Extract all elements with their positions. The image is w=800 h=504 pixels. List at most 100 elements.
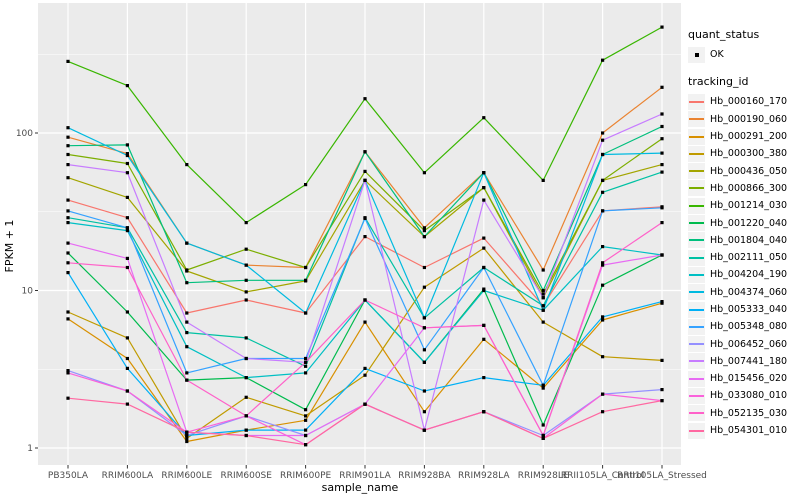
- data-point: [185, 268, 189, 272]
- data-point: [185, 371, 189, 375]
- data-point: [482, 376, 486, 380]
- data-point: [66, 209, 70, 213]
- legend-item-label: Hb_006452_060: [710, 338, 788, 350]
- data-point: [66, 317, 70, 321]
- data-point: [185, 241, 189, 245]
- legend-color-line: [689, 343, 704, 346]
- data-point: [304, 360, 308, 364]
- legend-key-box: [688, 301, 705, 318]
- data-point: [601, 410, 605, 414]
- data-point: [660, 163, 664, 167]
- data-point: [304, 443, 308, 447]
- data-point: [601, 209, 605, 213]
- data-point: [601, 355, 605, 359]
- legend-key-box: [688, 128, 705, 145]
- data-point: [185, 439, 189, 444]
- data-point: [125, 84, 129, 88]
- data-point: [66, 59, 70, 63]
- legend-title-quant-status: quant_status: [688, 28, 760, 41]
- x-tick-label: RRIM600PE: [280, 471, 332, 481]
- data-point: [363, 178, 367, 182]
- data-point: [660, 206, 664, 210]
- legend-title-tracking-id: tracking_id: [688, 75, 749, 89]
- legend-item-label: Hb_001804_040: [710, 234, 788, 246]
- data-point: [601, 283, 605, 287]
- x-axis-title: sample_name: [322, 481, 399, 494]
- data-point: [363, 150, 367, 154]
- x-tick-label: RRII105LA_Control: [561, 471, 644, 481]
- data-point: [541, 288, 545, 293]
- legend-item: Hb_000300_380: [688, 145, 798, 162]
- legend-item-label: Hb_007441_180: [710, 355, 788, 367]
- data-point: [541, 436, 545, 440]
- data-point: [304, 371, 308, 375]
- legend-key-box: [688, 163, 705, 180]
- legend-color-line: [689, 394, 704, 397]
- legend-item-label: Hb_005348_080: [710, 321, 788, 333]
- legend-item-label: Hb_015456_020: [710, 373, 788, 385]
- legend-color-line: [689, 273, 704, 276]
- data-point: [660, 112, 664, 116]
- data-point: [244, 428, 248, 432]
- legend-color-line: [689, 429, 704, 432]
- data-point: [185, 281, 189, 285]
- data-point: [125, 356, 129, 361]
- data-point: [660, 137, 664, 141]
- data-point: [541, 268, 545, 272]
- legend-item-label: OK: [710, 49, 724, 61]
- x-tick-label: RRIM928LA: [458, 471, 510, 481]
- data-point: [660, 124, 664, 129]
- data-point: [601, 190, 605, 194]
- legend-key-box: [688, 353, 705, 370]
- data-point: [601, 152, 605, 157]
- data-point: [363, 298, 367, 302]
- data-point: [125, 161, 129, 166]
- data-point: [304, 428, 308, 432]
- data-point: [482, 236, 486, 240]
- y-tick-label: 10: [22, 287, 34, 297]
- x-tick-label: RRIM600LA: [102, 471, 154, 481]
- legend-item-label: Hb_001214_030: [710, 200, 788, 212]
- data-point: [244, 356, 248, 361]
- y-tick-label: 1: [27, 444, 33, 454]
- data-point: [601, 263, 605, 267]
- data-point: [66, 144, 70, 148]
- legend-item: Hb_000160_170: [688, 93, 798, 110]
- data-point: [660, 25, 664, 29]
- legend-item: Hb_001214_030: [688, 197, 798, 214]
- legend-item: Hb_002111_050: [688, 249, 798, 266]
- legend-key-box: [688, 111, 705, 128]
- legend-item: Hb_000866_300: [688, 180, 798, 197]
- data-point: [422, 171, 426, 175]
- data-point: [244, 263, 248, 267]
- legend-item-label: Hb_052135_030: [710, 407, 788, 419]
- data-point: [125, 171, 129, 175]
- data-point: [601, 138, 605, 142]
- data-point: [422, 428, 426, 432]
- data-point: [363, 169, 367, 173]
- legend: quant_status OK tracking_id Hb_000160_17…: [688, 28, 798, 440]
- data-point: [125, 195, 129, 199]
- data-point: [244, 278, 248, 282]
- data-point: [66, 126, 70, 130]
- data-point: [66, 271, 70, 275]
- data-point: [125, 153, 129, 158]
- data-point: [304, 364, 308, 368]
- data-point: [482, 116, 486, 120]
- legend-item-label: Hb_001220_040: [710, 217, 788, 229]
- legend-color-line: [689, 308, 704, 311]
- data-point: [244, 290, 248, 294]
- x-tick-label: RRIM928LE: [518, 471, 569, 481]
- data-point: [482, 186, 486, 190]
- legend-color-line: [689, 152, 704, 155]
- legend-key-box: [688, 197, 705, 214]
- data-point: [541, 296, 545, 300]
- gridlines: [38, 3, 681, 465]
- data-point: [66, 310, 70, 314]
- data-point: [304, 183, 308, 187]
- legend-key-box: [688, 387, 705, 404]
- data-point: [185, 311, 189, 315]
- data-point: [422, 265, 426, 270]
- data-point: [185, 345, 189, 349]
